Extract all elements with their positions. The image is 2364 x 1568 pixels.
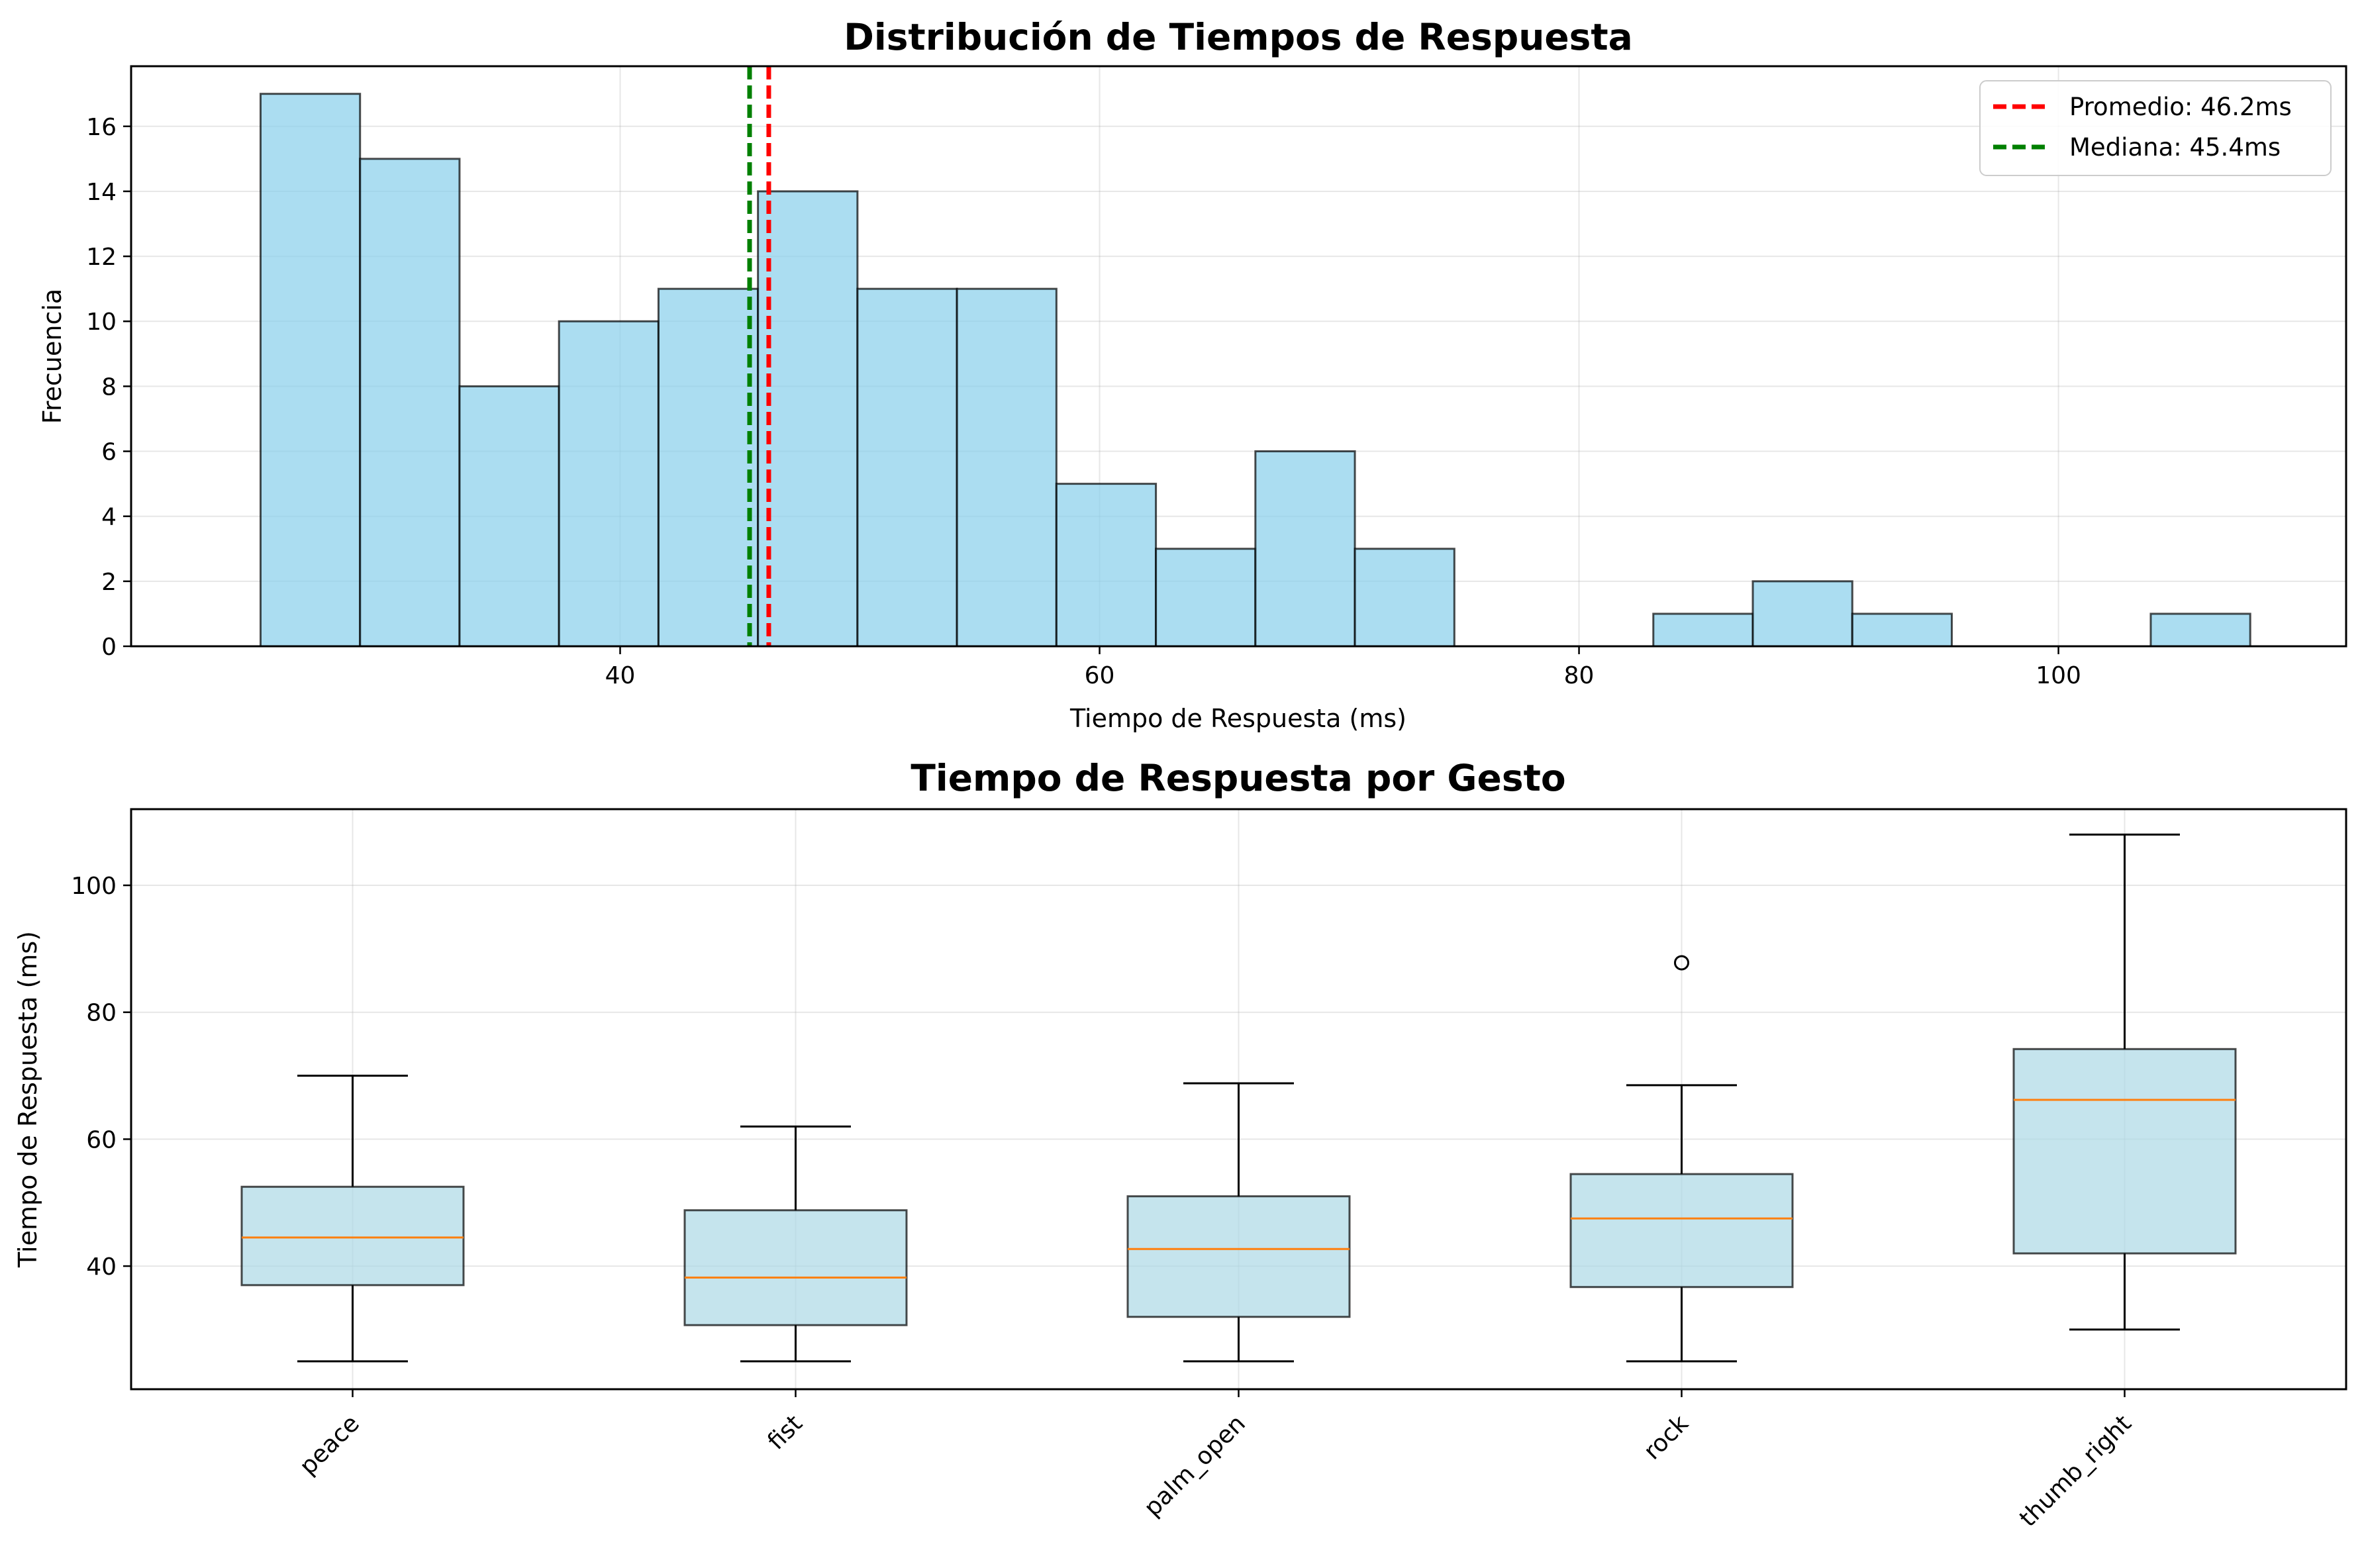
- histogram-x-axis-label: Tiempo de Respuesta (ms): [1069, 704, 1406, 733]
- histogram-y-ticks: 0 2 4 6 8 10 12 14 16: [86, 114, 131, 661]
- boxplot-title: Tiempo de Respuesta por Gesto: [911, 757, 1565, 799]
- histogram-bar: [558, 320, 660, 648]
- category-label-fist: fist: [763, 1410, 808, 1455]
- category-label-palm-open: palm_open: [1139, 1410, 1251, 1522]
- histogram-legend: Promedio: 46.2ms Mediana: 45.4ms: [1979, 80, 2332, 176]
- y-tick-label: 2: [101, 569, 117, 596]
- y-tick-label: 100: [71, 873, 117, 900]
- histogram-bar: [1055, 483, 1157, 648]
- histogram-bar: [359, 158, 461, 648]
- y-tick-label: 0: [101, 634, 117, 661]
- box-fist: [683, 1125, 908, 1363]
- y-tick-label: 40: [86, 1253, 117, 1281]
- y-tick-label: 60: [86, 1126, 117, 1153]
- y-tick-label: 12: [86, 244, 117, 271]
- histogram-bar: [1851, 612, 1953, 648]
- boxplot-boxes: [240, 833, 2237, 1363]
- histogram-chart: Distribución de Tiempos de Respuesta 40 6…: [38, 16, 2347, 733]
- histogram-bar: [259, 93, 362, 648]
- histogram-bar: [458, 385, 560, 648]
- x-tick-label: 100: [2036, 662, 2081, 689]
- histogram-bars: [259, 93, 2251, 648]
- x-tick-label: 40: [605, 662, 636, 689]
- y-tick-label: 10: [86, 309, 117, 336]
- boxplot-x-ticks: peace fist palm_open rock thumb_right: [295, 1389, 2137, 1532]
- x-tick-label: 60: [1085, 662, 1115, 689]
- iqr-box: [683, 1209, 908, 1326]
- histogram-bar: [1354, 548, 1455, 648]
- box-thumb-right: [2012, 833, 2237, 1331]
- legend-mediana-label: Mediana: 45.4ms: [2069, 133, 2281, 162]
- histogram-bar: [956, 287, 1058, 648]
- y-tick-label: 6: [101, 439, 117, 466]
- iqr-box: [1569, 1173, 1794, 1289]
- histogram-title: Distribución de Tiempos de Respuesta: [844, 16, 1633, 58]
- category-label-thumb-right: thumb_right: [2014, 1410, 2137, 1532]
- y-tick-label: 8: [101, 373, 117, 401]
- y-tick-label: 4: [101, 504, 117, 531]
- box-peace: [240, 1075, 465, 1363]
- histogram-bar: [657, 287, 760, 648]
- y-tick-label: 80: [86, 1000, 117, 1027]
- histogram-bar: [1254, 450, 1356, 648]
- boxplot-chart: Tiempo de Respuesta por Gesto 406080100 …: [13, 757, 2347, 1532]
- histogram-axes-frame: [130, 65, 2347, 648]
- iqr-box: [240, 1185, 465, 1287]
- box-rock: [1569, 955, 1794, 1363]
- histogram-bar: [2149, 612, 2251, 648]
- x-tick-label: 80: [1564, 662, 1595, 689]
- histogram-bar: [1652, 612, 1754, 648]
- iqr-box: [1126, 1195, 1351, 1318]
- histogram-x-ticks: 40 60 80 100: [605, 646, 2081, 689]
- box-palm-open: [1126, 1082, 1351, 1363]
- histogram-y-axis-label: Frecuencia: [38, 289, 67, 424]
- histogram-reference-lines: [747, 66, 771, 646]
- histogram-bar: [856, 287, 958, 648]
- boxplot-y-axis-label: Tiempo de Respuesta (ms): [13, 931, 42, 1268]
- histogram-bar: [1155, 548, 1257, 648]
- iqr-box: [2012, 1048, 2237, 1255]
- boxplot-y-ticks: 40 60 80 100: [71, 873, 131, 1281]
- legend-promedio-label: Promedio: 46.2ms: [2069, 93, 2292, 121]
- y-tick-label: 16: [86, 114, 117, 141]
- y-tick-label: 14: [86, 179, 117, 206]
- histogram-bar: [1751, 580, 1853, 648]
- legend-frame: [1979, 80, 2332, 176]
- category-label-rock: rock: [1639, 1410, 1694, 1465]
- category-label-peace: peace: [295, 1410, 365, 1480]
- outlier-point: [1674, 955, 1689, 971]
- histogram-bar: [757, 190, 859, 648]
